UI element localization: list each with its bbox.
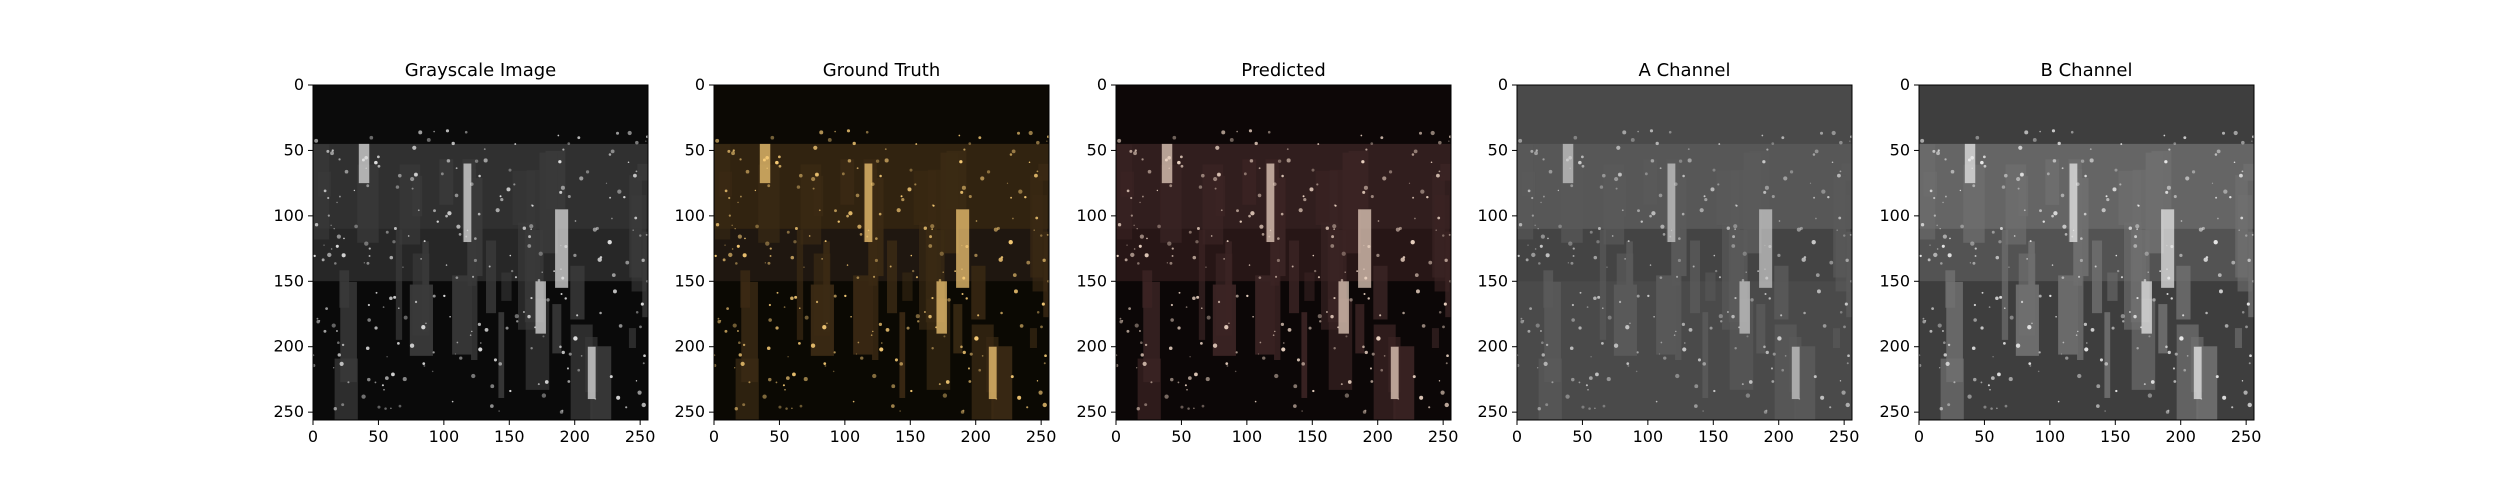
y-tick-label: 150 [1477, 271, 1508, 290]
y-tick-label: 250 [674, 402, 705, 421]
x-tick-label: 50 [1572, 427, 1592, 446]
x-tick-label: 150 [494, 427, 525, 446]
axes-frame [1516, 84, 1853, 421]
image-content [1517, 85, 1852, 420]
image-content [1919, 85, 2254, 420]
x-tick-label: 100 [1633, 427, 1664, 446]
y-tick-label: 0 [1900, 75, 1910, 94]
y-tick-label: 150 [1076, 271, 1107, 290]
axes-frame [1918, 84, 2255, 421]
x-tick-label: 200 [1362, 427, 1393, 446]
x-tick-label: 150 [2100, 427, 2131, 446]
y-tick-label: 100 [1879, 206, 1910, 225]
y-tick-label: 150 [273, 271, 304, 290]
x-tick-label: 50 [1171, 427, 1191, 446]
y-tick-label: 50 [1890, 140, 1910, 159]
axes-frame [1115, 84, 1452, 421]
image-content [1116, 85, 1451, 420]
y-tick-label: 50 [1488, 140, 1508, 159]
x-tick-label: 100 [1232, 427, 1263, 446]
x-tick-label: 200 [559, 427, 590, 446]
y-tick-label: 100 [273, 206, 304, 225]
x-tick-label: 250 [2231, 427, 2262, 446]
y-tick-label: 200 [273, 337, 304, 356]
y-tick-label: 150 [674, 271, 705, 290]
x-tick-label: 250 [1026, 427, 1057, 446]
x-tick-label: 100 [830, 427, 861, 446]
x-tick-label: 0 [709, 427, 719, 446]
y-tick-label: 150 [1879, 271, 1910, 290]
x-tick-label: 0 [1914, 427, 1924, 446]
x-tick-label: 0 [1111, 427, 1121, 446]
panel-title: B Channel [2041, 60, 2133, 81]
y-tick-label: 100 [1076, 206, 1107, 225]
x-tick-label: 150 [1297, 427, 1328, 446]
x-tick-label: 150 [1698, 427, 1729, 446]
y-tick-label: 0 [294, 75, 304, 94]
x-tick-label: 200 [2165, 427, 2196, 446]
image-content [313, 85, 648, 420]
x-tick-label: 250 [625, 427, 656, 446]
y-tick-label: 50 [685, 140, 705, 159]
y-tick-label: 0 [695, 75, 705, 94]
x-tick-label: 50 [769, 427, 789, 446]
y-tick-label: 200 [1879, 337, 1910, 356]
y-tick-label: 200 [1076, 337, 1107, 356]
panel-title: Predicted [1241, 60, 1326, 81]
y-tick-label: 250 [1879, 402, 1910, 421]
y-tick-label: 200 [1477, 337, 1508, 356]
panel-title: Ground Truth [823, 60, 941, 81]
axes-frame [312, 84, 649, 421]
x-tick-label: 200 [1763, 427, 1794, 446]
y-tick-label: 100 [674, 206, 705, 225]
image-content [714, 85, 1049, 420]
x-tick-label: 100 [2035, 427, 2066, 446]
axes-frame [713, 84, 1050, 421]
y-tick-label: 0 [1097, 75, 1107, 94]
panel-title: Grayscale Image [405, 60, 557, 81]
y-tick-label: 200 [674, 337, 705, 356]
y-tick-label: 50 [1087, 140, 1107, 159]
x-tick-label: 50 [368, 427, 388, 446]
y-tick-label: 100 [1477, 206, 1508, 225]
y-tick-label: 0 [1498, 75, 1508, 94]
x-tick-label: 150 [895, 427, 926, 446]
x-tick-label: 50 [1974, 427, 1994, 446]
x-tick-label: 250 [1829, 427, 1860, 446]
y-tick-label: 50 [284, 140, 304, 159]
x-tick-label: 200 [960, 427, 991, 446]
y-tick-label: 250 [273, 402, 304, 421]
x-tick-label: 250 [1428, 427, 1459, 446]
y-tick-label: 250 [1477, 402, 1508, 421]
x-tick-label: 0 [1512, 427, 1522, 446]
x-tick-label: 0 [308, 427, 318, 446]
x-tick-label: 100 [429, 427, 460, 446]
y-tick-label: 250 [1076, 402, 1107, 421]
panel-title: A Channel [1639, 60, 1731, 81]
